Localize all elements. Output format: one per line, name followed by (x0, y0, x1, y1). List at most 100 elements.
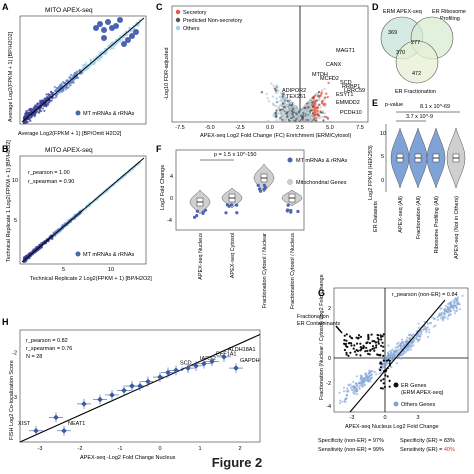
panel-f-ytick-neg4: -4 (167, 218, 172, 224)
er-gene-point (345, 339, 348, 342)
other-gene-point (452, 307, 455, 310)
scatter-point (109, 47, 112, 51)
volcano-point (317, 114, 320, 117)
other-gene-point (367, 375, 370, 378)
er-gene-point (373, 347, 376, 350)
volcano-point (288, 114, 291, 118)
volcano-point (315, 92, 318, 96)
panel-d-count-erm-frac: 370 (396, 50, 405, 56)
other-gene-point (428, 331, 431, 334)
scatter-point (41, 107, 45, 110)
other-gene-point (432, 325, 435, 328)
other-gene-point (447, 314, 450, 317)
panel-g-xticks: -3 0 3 (350, 415, 420, 421)
other-gene-point (345, 393, 348, 396)
mt-rna-point (97, 21, 103, 27)
mt-point (203, 208, 207, 212)
other-gene-point (390, 365, 393, 369)
panel-g-sens-nonER: Sensitivity (non-ER) = 99% (318, 447, 384, 453)
er-gene-point (374, 341, 378, 344)
panel-b-ytick-5: 5 (14, 218, 17, 224)
volcano-point (274, 111, 278, 115)
other-gene-point (390, 353, 393, 356)
volcano-gene-label: RRBP1 (342, 84, 360, 90)
volcano-point (326, 95, 329, 99)
volcano-point (301, 115, 304, 119)
scatter-point (114, 39, 117, 42)
volcano-gene-label: MAGT1 (336, 48, 355, 54)
volcano-point (306, 109, 309, 112)
other-gene-point (342, 390, 346, 393)
other-gene-point (391, 348, 394, 351)
volcano-point (280, 103, 283, 106)
mt-point (225, 203, 229, 207)
er-gene-point (348, 341, 351, 345)
volcano-point (318, 103, 321, 107)
panel-g: G r_pearson (non-ER) = 0.84 Fractionatio… (297, 274, 469, 453)
panel-b-fit-line (21, 157, 145, 263)
volcano-point (312, 113, 316, 116)
other-gene-point (392, 352, 395, 355)
er-gene-point (356, 342, 359, 345)
panel-d-ribo-2: Profiling (440, 16, 460, 22)
er-gene-point (357, 337, 360, 340)
scatter-point (38, 111, 41, 114)
mt-rna-point (121, 41, 127, 47)
volcano-point (303, 104, 306, 108)
volcano-point (292, 111, 295, 114)
violin-category-label: Fractionation Cytosol / Nuclear (262, 233, 268, 308)
other-gene-point (448, 301, 451, 304)
other-gene-point (449, 305, 452, 308)
other-gene-point (350, 385, 354, 388)
h-point (33, 427, 39, 434)
panel-g-scatter (338, 294, 464, 405)
other-gene-point (343, 399, 346, 403)
panel-b-xlabel: Technical Replicate 2 Log2(FPKM + 1) [BP… (30, 276, 152, 282)
panel-h-yticks: -2 -3 (12, 350, 17, 401)
scatter-point (100, 56, 103, 59)
mt-rna-point (117, 17, 123, 23)
scatter-point (40, 242, 43, 245)
panel-b-legend: MT mRNAs & rRNAs (83, 252, 134, 258)
scatter-point (125, 33, 129, 37)
volcano-point (315, 106, 318, 110)
volcano-point (276, 101, 279, 104)
volcano-point (278, 95, 281, 99)
panel-b-frame (19, 155, 147, 265)
scatter-point (58, 85, 61, 88)
panel-f-ylabel: Log2 Fold Change (160, 165, 166, 210)
volcano-point (326, 117, 330, 120)
er-gene-point (376, 353, 379, 356)
other-gene-point (413, 339, 416, 342)
volcano-gene-label: MTDH (312, 72, 328, 78)
scatter-point (100, 50, 104, 54)
er-gene-point (376, 337, 379, 340)
scatter-point (137, 23, 140, 26)
volcano-point (279, 99, 282, 103)
scatter-point (114, 43, 117, 46)
er-gene-point (382, 345, 385, 348)
other-gene-point (452, 299, 455, 302)
panel-a-frame (19, 15, 147, 125)
other-gene-point (452, 303, 455, 307)
other-gene-point (383, 366, 386, 369)
volcano-point (280, 91, 283, 95)
h-gene-label: IARS2 (200, 356, 216, 362)
panel-g-legend-er-2: (ERM APEX-seq) (401, 390, 444, 396)
panel-b-xtick-10: 10 (108, 267, 114, 273)
er-gene-point (383, 385, 386, 389)
other-gene-point (356, 384, 359, 388)
panel-h-ylabel: FISH Log2 Co-localization Score (9, 360, 15, 440)
panel-a: A MITO APEX-seq MT mRNAs & rRNAs Average… (2, 2, 147, 137)
scatter-point (89, 58, 92, 61)
other-gene-point (426, 335, 430, 339)
scatter-point (96, 59, 99, 62)
mt-rna-point (101, 35, 107, 41)
panel-f-legend-mt-marker (287, 157, 293, 163)
scatter-point (32, 108, 35, 111)
volcano-point (267, 119, 270, 123)
volcano-point (307, 116, 310, 120)
er-gene-point (365, 346, 368, 349)
volcano-point (282, 93, 285, 96)
er-gene-point (359, 349, 362, 352)
